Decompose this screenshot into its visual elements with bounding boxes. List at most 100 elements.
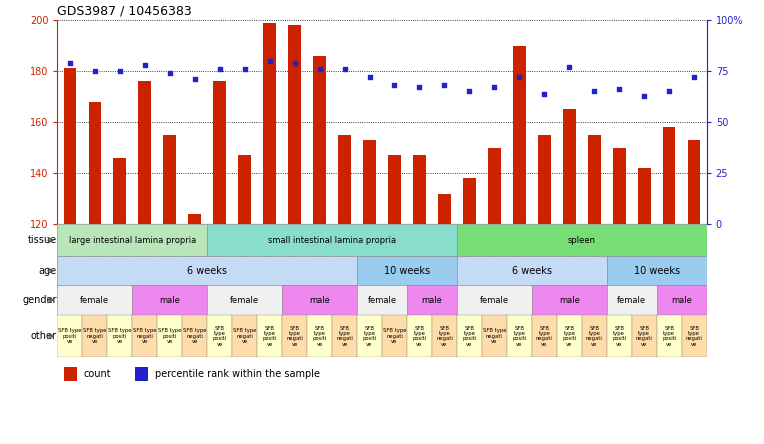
Text: GSM738800: GSM738800 (90, 227, 99, 274)
Point (463, 88, 475, 95)
Bar (257, 224, 282, 289)
Text: GSM738803: GSM738803 (190, 227, 199, 274)
Point (439, 82, 451, 89)
Bar (538, 135, 551, 224)
Text: SFB
type
positi
ve: SFB type positi ve (612, 325, 626, 347)
Bar (282, 224, 307, 289)
Bar (357, 315, 382, 357)
Bar (582, 315, 607, 357)
Bar (607, 256, 707, 285)
Bar (57, 224, 207, 256)
Bar (282, 315, 307, 357)
Bar (207, 285, 282, 315)
Text: 6 weeks: 6 weeks (187, 266, 227, 276)
Text: GSM738787: GSM738787 (315, 227, 324, 274)
Point (138, 61, 151, 68)
Text: SFB
type
positi
ve: SFB type positi ve (562, 325, 577, 347)
Bar (207, 315, 232, 357)
Text: GDS3987 / 10456383: GDS3987 / 10456383 (57, 4, 192, 17)
Bar (432, 315, 457, 357)
Bar (264, 23, 276, 224)
Text: female: female (80, 296, 109, 305)
Text: GSM738802: GSM738802 (115, 227, 125, 274)
Point (613, 86, 626, 93)
Text: count: count (83, 369, 111, 380)
Bar (338, 135, 351, 224)
Bar (482, 224, 507, 289)
Bar (407, 315, 432, 357)
Bar (207, 224, 232, 289)
Bar (83, 224, 107, 289)
Text: GSM738785: GSM738785 (540, 227, 549, 274)
Bar (107, 315, 132, 357)
Bar (332, 315, 357, 357)
Text: male: male (309, 296, 330, 305)
Text: age: age (39, 266, 57, 276)
Text: GSM738778: GSM738778 (365, 227, 374, 274)
Bar (382, 224, 407, 289)
Text: tissue: tissue (28, 235, 57, 245)
Text: SFB type
negati
ve: SFB type negati ve (183, 328, 206, 344)
Text: SFB type
negati
ve: SFB type negati ve (133, 328, 157, 344)
Point (89, 67, 101, 75)
Text: SFB type
positi
ve: SFB type positi ve (158, 328, 181, 344)
Text: male: male (422, 296, 442, 305)
Bar (232, 315, 257, 357)
Bar (607, 224, 632, 289)
Point (63, 59, 76, 67)
Bar (257, 315, 282, 357)
Text: GSM738783: GSM738783 (665, 227, 674, 274)
Text: SFB
type
positi
ve: SFB type positi ve (262, 325, 277, 347)
Text: male: male (672, 296, 692, 305)
Text: GSM738793: GSM738793 (565, 227, 574, 274)
Text: GSM738794: GSM738794 (515, 227, 524, 274)
Bar (132, 285, 207, 315)
Text: SFB
type
negati
ve: SFB type negati ve (436, 325, 453, 347)
Text: female: female (480, 296, 509, 305)
Bar (189, 214, 201, 224)
Text: GSM738791: GSM738791 (440, 227, 449, 274)
Bar (457, 224, 707, 256)
Point (163, 70, 176, 77)
Text: SFB
type
negati
ve: SFB type negati ve (586, 325, 603, 347)
Bar (232, 224, 257, 289)
Bar (632, 315, 657, 357)
Bar (607, 285, 657, 315)
Text: GSM738796: GSM738796 (639, 227, 649, 274)
Point (214, 65, 226, 72)
Bar (63, 68, 76, 224)
Text: SFB
type
positi
ve: SFB type positi ve (312, 325, 327, 347)
Bar (688, 140, 701, 224)
Text: SFB
type
positi
ve: SFB type positi ve (362, 325, 377, 347)
Bar (57, 256, 357, 285)
Bar (57, 285, 132, 315)
Bar (307, 315, 332, 357)
Bar (357, 224, 382, 289)
Point (413, 84, 426, 91)
Bar (588, 135, 601, 224)
Text: GSM738779: GSM738779 (415, 227, 424, 274)
Text: SFB
type
negati
ve: SFB type negati ve (536, 325, 553, 347)
Bar (132, 224, 157, 289)
Text: GSM738798: GSM738798 (65, 227, 74, 274)
Bar (638, 168, 650, 224)
Point (388, 82, 400, 89)
Point (238, 65, 251, 72)
Text: female: female (367, 296, 397, 305)
Text: SFB
type
positi
ve: SFB type positi ve (413, 325, 426, 347)
Bar (182, 315, 207, 357)
Text: 6 weeks: 6 weeks (512, 266, 552, 276)
Text: GSM738780: GSM738780 (215, 227, 224, 274)
Bar (332, 224, 357, 289)
Bar (313, 56, 325, 224)
Point (563, 63, 575, 71)
Bar (507, 315, 532, 357)
Bar (382, 315, 407, 357)
Text: male: male (559, 296, 580, 305)
Text: GSM738781: GSM738781 (290, 227, 299, 274)
Bar (681, 224, 707, 289)
Bar (407, 285, 457, 315)
Point (364, 74, 376, 81)
Bar (613, 147, 626, 224)
Bar (213, 81, 226, 224)
